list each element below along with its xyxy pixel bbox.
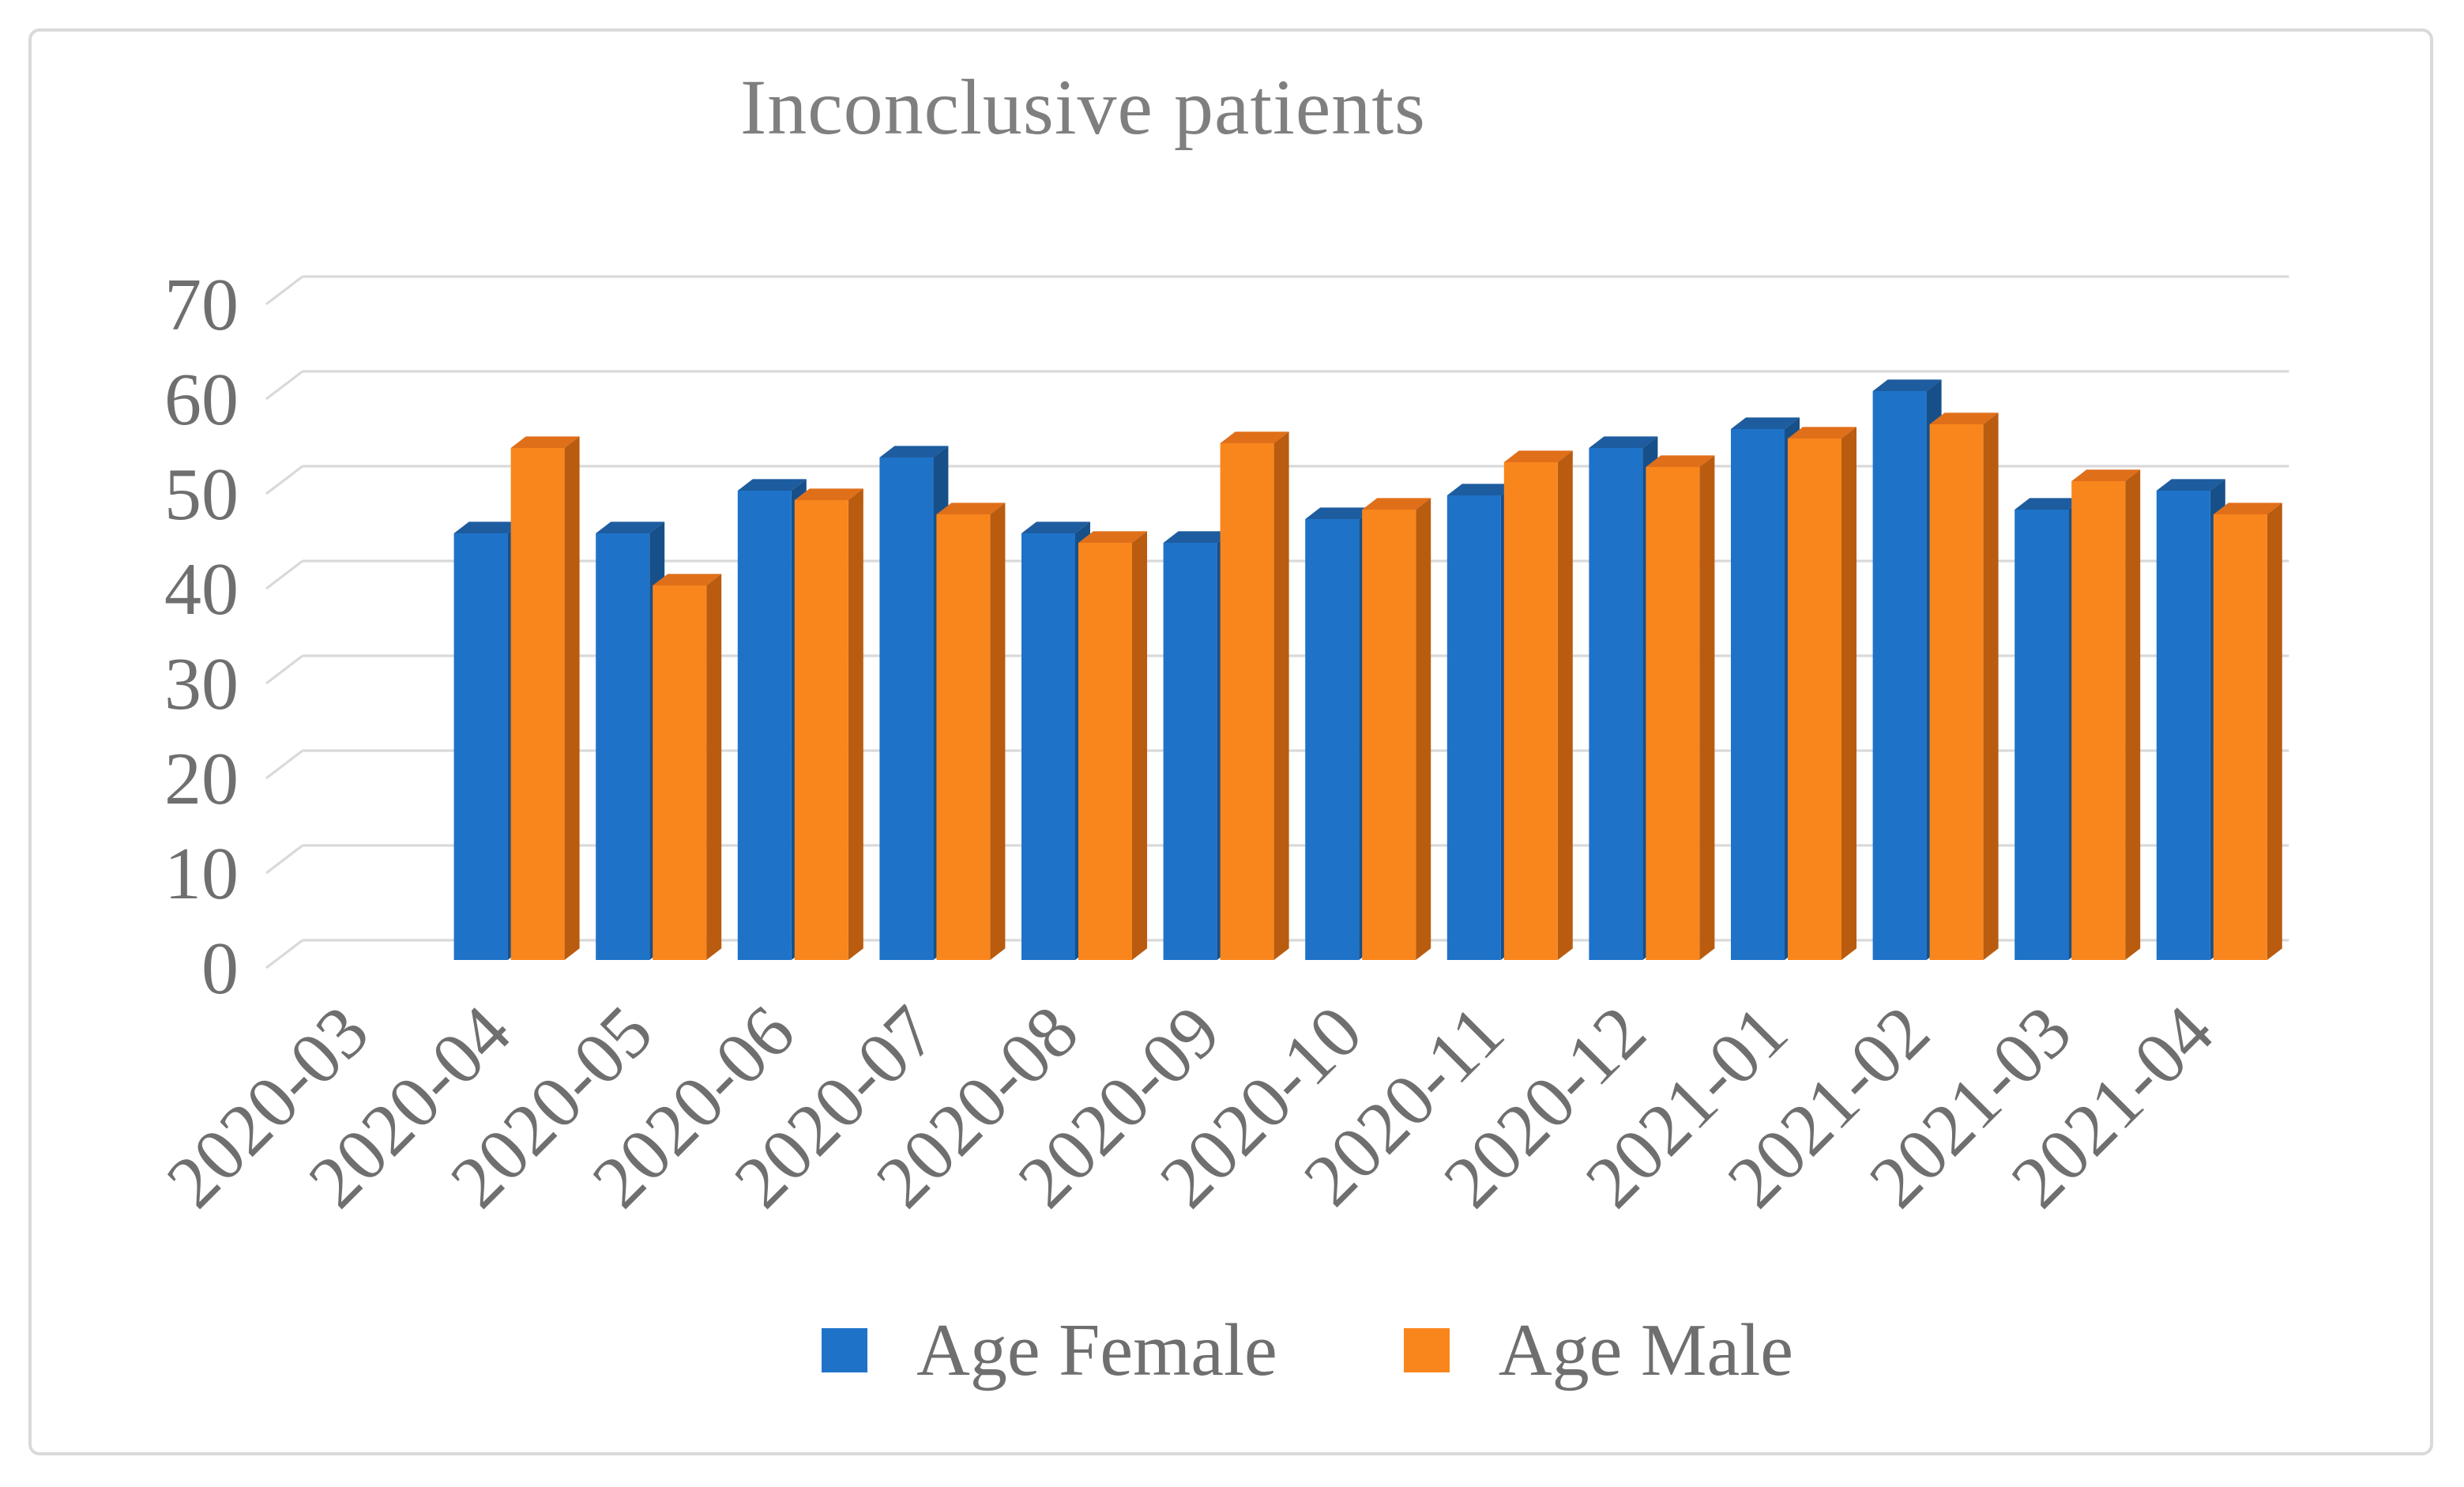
bar-male-2020-05 <box>653 585 707 960</box>
bar-female-2020-10 <box>1305 519 1360 960</box>
bar-male-2021-03-top <box>2071 469 2141 481</box>
y-axis-label-0: 0 <box>201 928 239 1010</box>
bar-male-2020-07-side <box>990 503 1006 960</box>
bar-male-2021-01-top <box>1788 427 1856 439</box>
legend-label-male: Age Male <box>1498 1309 1794 1391</box>
bar-female-2021-02-top <box>1872 379 1942 391</box>
bar-female-2020-12-top <box>1589 436 1658 448</box>
bar-male-2020-04-side <box>564 436 580 960</box>
bar-female-2020-06-top <box>737 479 807 491</box>
bar-male-2020-12-top <box>1646 455 1715 467</box>
gridline-tick-10 <box>265 844 303 875</box>
bar-male-2020-12-side <box>1699 455 1715 960</box>
gridline-tick-60 <box>265 370 303 401</box>
legend-swatch-male-icon <box>1403 1328 1450 1372</box>
bar-female-2021-01-top <box>1731 417 1800 429</box>
legend-item-male: Age Male <box>1403 1309 1794 1391</box>
bar-female-2021-03-top <box>2014 498 2084 510</box>
bar-female-2021-03 <box>2014 510 2069 960</box>
gridline-tick-20 <box>265 749 303 780</box>
legend-label-female: Age Female <box>916 1309 1277 1391</box>
bar-male-2021-02 <box>1929 424 1984 960</box>
bar-male-2020-07-top <box>936 503 1006 514</box>
y-axis-label-30: 30 <box>164 643 239 725</box>
bar-female-2020-07 <box>879 457 934 960</box>
bar-male-2021-04-side <box>2267 503 2282 960</box>
bar-female-2020-09 <box>1163 543 1217 960</box>
bar-male-2021-01-side <box>1841 427 1856 960</box>
legend-swatch-female-icon <box>822 1328 867 1372</box>
bar-female-2021-01 <box>1731 429 1785 960</box>
legend: Age Female Age Male <box>822 1313 1793 1387</box>
bar-female-2020-04 <box>453 533 508 960</box>
bar-female-2020-05 <box>596 533 650 960</box>
bar-male-2020-04 <box>510 448 565 960</box>
bar-male-2020-06-side <box>848 488 863 960</box>
legend-item-female: Age Female <box>822 1313 1277 1387</box>
bar-male-2020-10-top <box>1362 498 1431 510</box>
bar-female-2021-02 <box>1872 391 1927 960</box>
bar-male-2020-10 <box>1362 510 1416 960</box>
bar-female-2021-04-top <box>2156 479 2225 491</box>
bar-male-2021-04 <box>2213 514 2267 960</box>
bar-male-2020-06-top <box>794 488 863 500</box>
bar-male-2020-06 <box>794 500 848 960</box>
bar-female-2020-08-top <box>1021 521 1090 533</box>
bar-male-2020-09-side <box>1273 431 1289 960</box>
bar-female-2020-07-top <box>879 446 949 457</box>
bar-male-2021-02-top <box>1929 412 1999 424</box>
bar-female-2020-11 <box>1446 495 1501 960</box>
bar-male-2020-05-side <box>706 574 722 960</box>
bar-male-2020-04-top <box>510 436 580 448</box>
y-axis-label-40: 40 <box>164 548 239 631</box>
bar-male-2021-04-top <box>2213 503 2282 514</box>
y-axis-label-70: 70 <box>164 264 239 346</box>
bar-male-2020-09 <box>1220 443 1274 960</box>
bar-male-2020-11 <box>1503 462 1558 960</box>
bar-male-2020-07 <box>936 514 991 960</box>
y-axis-label-10: 10 <box>164 833 239 915</box>
bar-male-2020-11-side <box>1557 450 1573 960</box>
bar-male-2021-02-side <box>1983 412 1999 960</box>
bar-female-2020-12 <box>1589 448 1643 960</box>
bar-male-2020-05-top <box>653 574 722 585</box>
y-axis-label-20: 20 <box>164 738 239 820</box>
bar-female-2020-10-top <box>1305 507 1375 519</box>
bar-male-2020-08 <box>1078 543 1132 960</box>
bar-female-2020-08 <box>1021 533 1075 960</box>
bar-male-2020-08-side <box>1132 531 1147 960</box>
bar-female-2020-05-top <box>596 521 665 533</box>
bar-male-2021-03-side <box>2125 469 2141 960</box>
gridline-tick-40 <box>265 559 303 590</box>
bar-male-2020-08-top <box>1078 531 1147 543</box>
bar-female-2020-11-top <box>1446 484 1516 495</box>
bar-male-2021-01 <box>1788 439 1841 960</box>
bar-female-2021-04 <box>2156 491 2210 960</box>
bar-male-2020-11-top <box>1503 450 1573 462</box>
gridline-tick-30 <box>265 654 303 685</box>
bar-male-2021-03 <box>2071 481 2126 960</box>
gridline-tick-50 <box>265 465 303 495</box>
chart-title: Inconclusive patients <box>740 63 1426 151</box>
bar-female-2020-09-top <box>1163 531 1232 543</box>
bar-male-2020-12 <box>1646 467 1700 960</box>
gridline-tick-70 <box>265 275 303 306</box>
gridline-tick-0 <box>265 939 303 969</box>
bar-male-2020-10-side <box>1416 498 1431 960</box>
bar-female-2020-06 <box>737 491 792 960</box>
bar-male-2020-09-top <box>1220 431 1289 443</box>
bar-female-2020-04-top <box>453 521 523 533</box>
y-axis-label-50: 50 <box>164 454 239 536</box>
y-axis-label-60: 60 <box>164 359 239 441</box>
